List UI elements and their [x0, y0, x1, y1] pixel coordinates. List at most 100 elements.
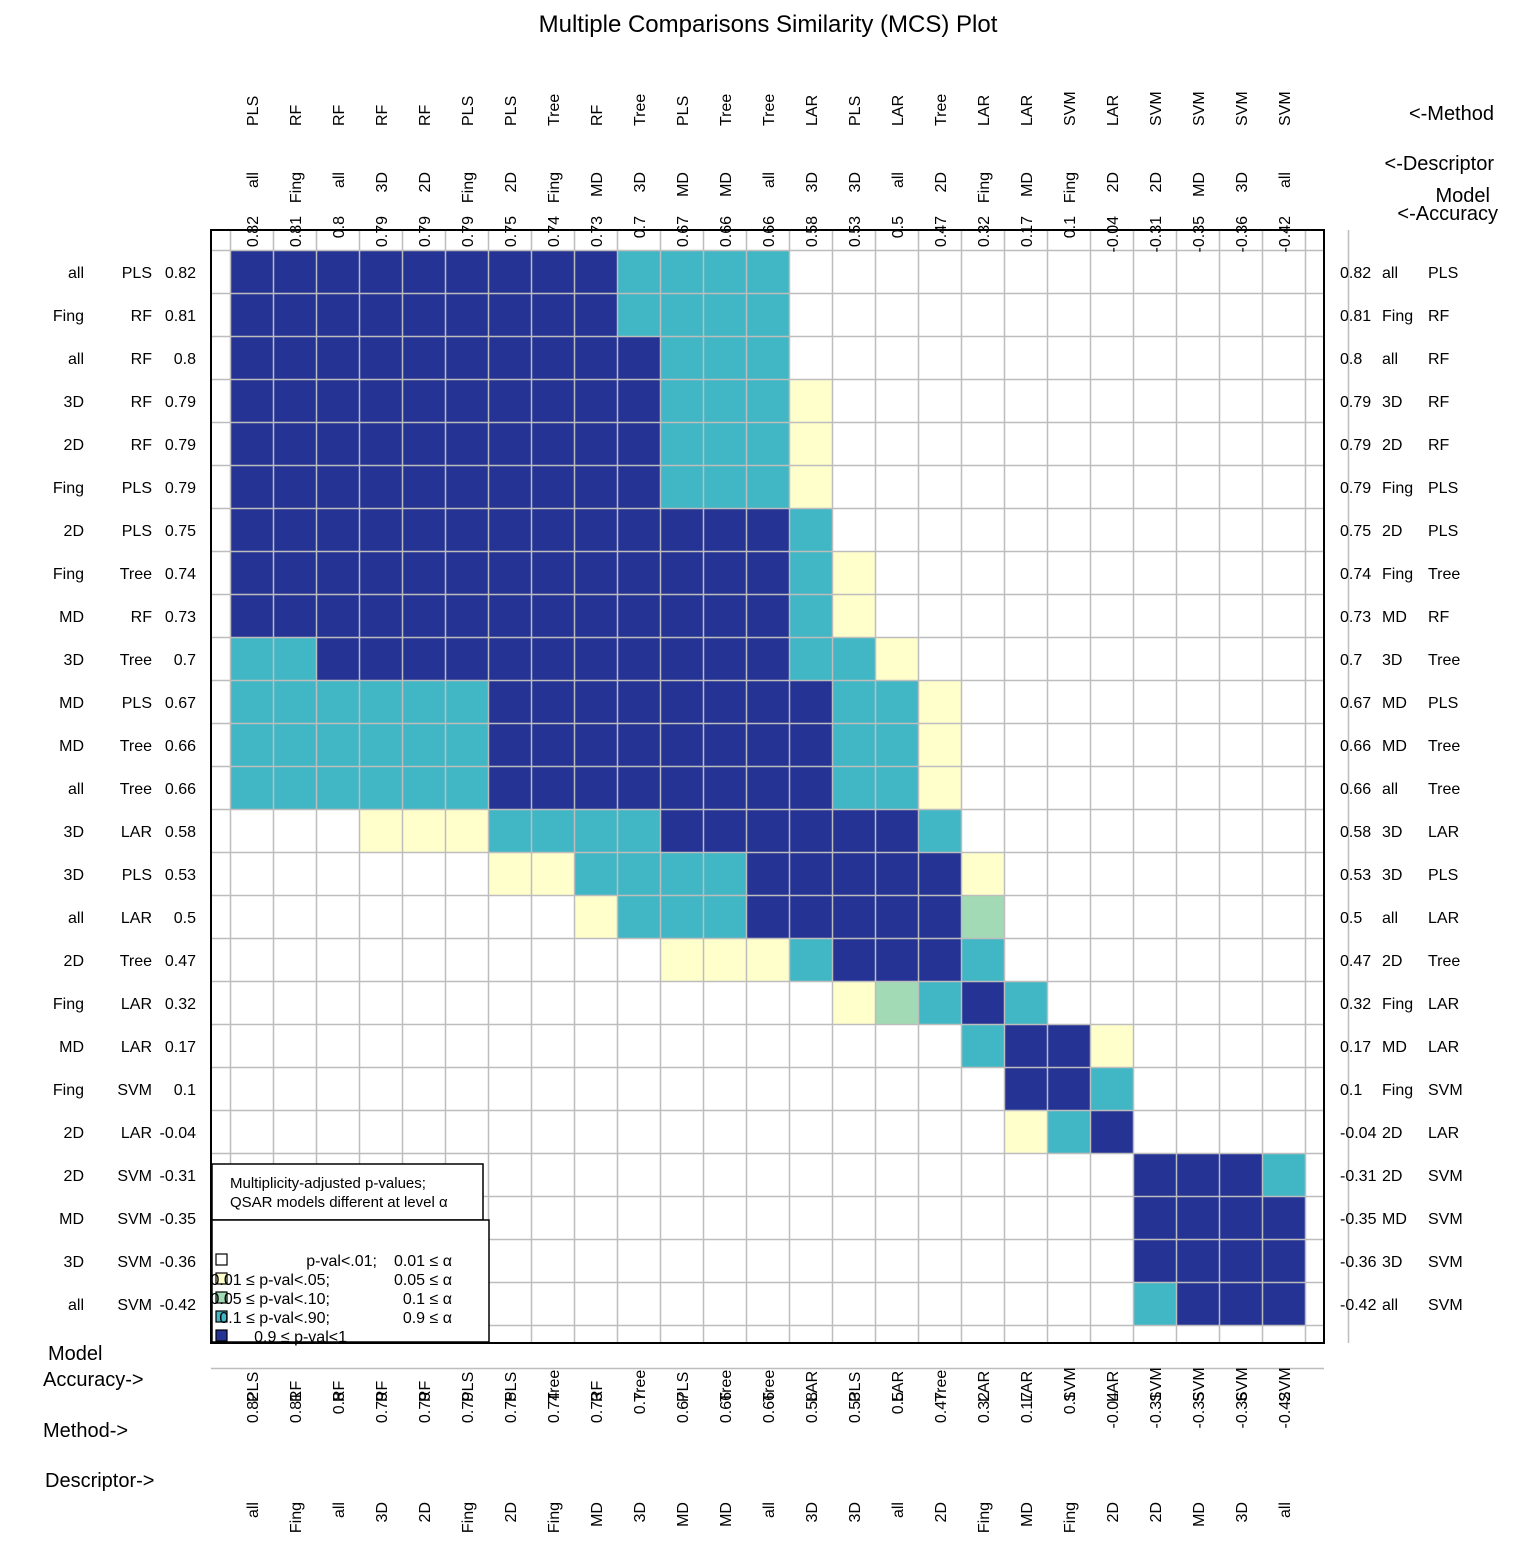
heatmap-cell: [703, 379, 747, 423]
col-label-descriptor-bottom: all: [331, 1502, 348, 1518]
row-label-descriptor: 3D: [64, 1254, 84, 1271]
heatmap-cell: [574, 1196, 618, 1240]
heatmap-cell: [574, 895, 618, 939]
col-label-method-top: SVM: [1277, 91, 1294, 126]
heatmap-cell: [789, 809, 833, 853]
heatmap-cell: [961, 379, 1005, 423]
heatmap-cell: [703, 1282, 747, 1326]
row-label-method: Tree: [120, 566, 152, 583]
heatmap-cell: [531, 379, 575, 423]
legend-swatch: [215, 1272, 228, 1285]
heatmap-cell: [703, 1067, 747, 1111]
heatmap-cell: [832, 1282, 876, 1326]
row-label-accuracy: 0.66: [165, 738, 196, 755]
heatmap-cell: [1133, 594, 1177, 638]
row-label-method: Tree: [120, 781, 152, 798]
heatmap-cell: [789, 422, 833, 466]
col-label-method-top: SVM: [1234, 91, 1251, 126]
col-label-descriptor-bottom: MD: [1019, 1502, 1036, 1527]
heatmap-cell: [746, 723, 790, 767]
row-label-accuracy: 0.79: [165, 480, 196, 497]
heatmap-cell: [1047, 938, 1091, 982]
heatmap-cell: [832, 723, 876, 767]
heatmap-cell: [918, 1239, 962, 1283]
col-label-accuracy-top: 0.58: [804, 216, 821, 247]
right-label-method: RF: [1428, 351, 1450, 368]
heatmap-cell: [273, 895, 317, 939]
heatmap-cell: [574, 680, 618, 724]
col-label-descriptor-top: 2D: [1148, 172, 1165, 192]
legend-swatch: [215, 1329, 228, 1342]
right-label-method: Tree: [1428, 566, 1460, 583]
col-label-method-bottom: RF: [331, 1380, 348, 1402]
heatmap-cell: [660, 379, 704, 423]
right-label-method: PLS: [1428, 265, 1458, 282]
heatmap-cell: [316, 723, 360, 767]
heatmap-cell: [875, 379, 919, 423]
col-label-accuracy-top: 0.82: [245, 216, 262, 247]
heatmap-cell: [1004, 637, 1048, 681]
heatmap-cell: [316, 938, 360, 982]
heatmap-cell: [445, 336, 489, 380]
heatmap-cell: [1262, 1239, 1306, 1283]
col-label-descriptor-top: all: [245, 172, 262, 188]
row-label-accuracy: -0.42: [160, 1297, 197, 1314]
heatmap-cell: [1262, 1153, 1306, 1197]
heatmap-cell: [531, 551, 575, 595]
heatmap-cell: [316, 1110, 360, 1154]
heatmap-cell: [875, 1196, 919, 1240]
col-label-method-top: Tree: [632, 94, 649, 126]
heatmap-cell: [1262, 809, 1306, 853]
heatmap-cell: [789, 1153, 833, 1197]
heatmap-cell: [875, 852, 919, 896]
heatmap-cell: [1133, 1024, 1177, 1068]
heatmap-cell: [1262, 379, 1306, 423]
col-label-descriptor-bottom: 3D: [374, 1502, 391, 1522]
heatmap-cell: [617, 809, 661, 853]
heatmap-cell: [789, 293, 833, 337]
heatmap-cell: [1047, 1239, 1091, 1283]
heatmap-cell: [789, 723, 833, 767]
heatmap-cell: [1047, 852, 1091, 896]
heatmap-cell: [1004, 508, 1048, 552]
heatmap-cell: [531, 508, 575, 552]
col-label-descriptor-top: all: [1277, 172, 1294, 188]
heatmap-cell: [875, 293, 919, 337]
heatmap-cell: [316, 465, 360, 509]
heatmap-cell: [1090, 981, 1134, 1025]
col-label-accuracy-top: 0.79: [374, 216, 391, 247]
heatmap-cell: [961, 1239, 1005, 1283]
col-label-method-top: RF: [589, 104, 606, 126]
heatmap-cell: [359, 1067, 403, 1111]
heatmap-cell: [1262, 723, 1306, 767]
right-label-method: SVM: [1428, 1211, 1463, 1228]
heatmap-cell: [746, 1196, 790, 1240]
row-label-method: LAR: [121, 824, 152, 841]
heatmap-cell: [746, 766, 790, 810]
heatmap-cell: [445, 551, 489, 595]
col-label-method-top: LAR: [1019, 95, 1036, 126]
heatmap-cell: [789, 1239, 833, 1283]
row-label-accuracy: 0.5: [174, 910, 196, 927]
legend: Multiplicity-adjusted p-values; QSAR mode…: [210, 1163, 490, 1346]
row-label-method: SVM: [117, 1211, 152, 1228]
heatmap-cell: [703, 723, 747, 767]
heatmap-cell: [703, 981, 747, 1025]
heatmap-cell: [402, 465, 446, 509]
right-label-descriptor: 2D: [1382, 953, 1402, 970]
heatmap-cell: [1176, 1067, 1220, 1111]
heatmap-cell: [789, 379, 833, 423]
row-label-descriptor: Fing: [53, 1082, 84, 1099]
heatmap-cell: [1090, 1153, 1134, 1197]
heatmap-cell: [402, 594, 446, 638]
right-label-descriptor: MD: [1382, 695, 1407, 712]
row-label-descriptor: 2D: [64, 1168, 84, 1185]
heatmap-cell: [1047, 379, 1091, 423]
heatmap-cell: [918, 551, 962, 595]
heatmap-cell: [316, 809, 360, 853]
heatmap-cell: [617, 551, 661, 595]
right-label-descriptor: Fing: [1382, 480, 1413, 497]
heatmap-cell: [531, 938, 575, 982]
heatmap-cell: [832, 250, 876, 294]
heatmap-cell: [230, 336, 274, 380]
